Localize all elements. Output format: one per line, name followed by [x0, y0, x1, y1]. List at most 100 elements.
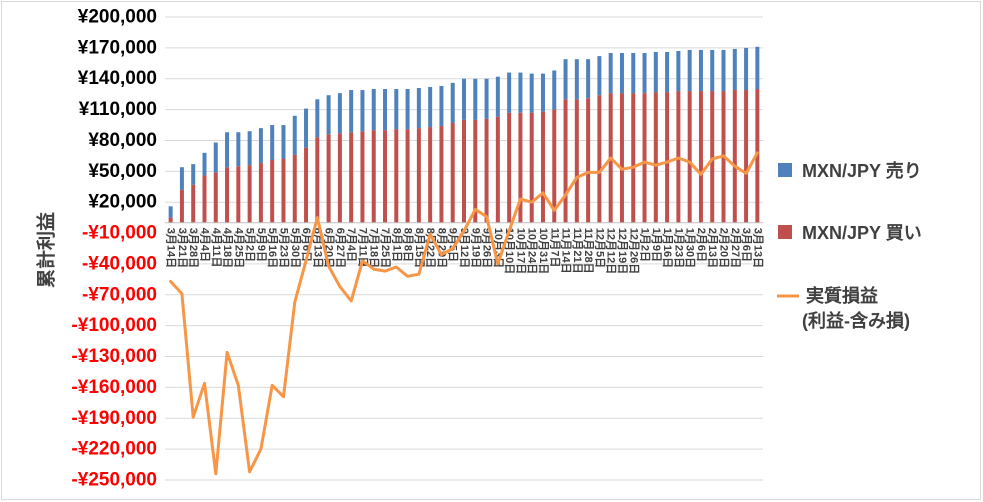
buy-bar-30: [495, 116, 500, 223]
x-tick-label-1: 3月14日: [165, 228, 178, 268]
sell-bar-25: [439, 85, 444, 127]
x-tick-label-20: 7月25日: [379, 228, 392, 268]
sell-bar-21: [394, 89, 399, 130]
buy-bar-52: [744, 90, 749, 223]
x-tick-label-5: 4月11日: [210, 228, 223, 268]
x-tick-label-25: 8月29日: [435, 228, 448, 268]
sell-bar-44: [653, 51, 658, 93]
sell-bar-42: [631, 53, 636, 94]
real-pnl-line: [169, 151, 759, 476]
sell-bar-7: [236, 132, 241, 167]
buy-bar-36: [563, 99, 568, 223]
buy-bar-25: [439, 126, 444, 223]
sell-bar-26: [450, 82, 455, 123]
x-tick-label-46: 1月23日: [672, 228, 685, 268]
y-axis-title: 累計利益: [35, 212, 58, 288]
sell-bar-35: [552, 70, 557, 110]
sell-bar-30: [495, 76, 500, 117]
x-tick-label-41: 12月19日: [616, 228, 629, 274]
sell-bar-14: [315, 99, 320, 138]
sell-bar-40: [608, 53, 613, 94]
buy-bar-34: [540, 111, 545, 223]
sell-bar-24: [428, 86, 433, 128]
buy-bar-31: [507, 112, 512, 223]
y-tick-label-5: ¥80,000: [88, 130, 157, 151]
y-tick-label-7: ¥20,000: [88, 192, 157, 213]
x-tick-label-7: 4月25日: [232, 228, 245, 268]
buy-bar-4: [202, 175, 207, 223]
sell-bar-49: [710, 49, 715, 92]
buy-bar-16: [337, 133, 342, 223]
x-tick-label-16: 6月27日: [334, 228, 347, 268]
buy-bar-19: [371, 130, 376, 223]
buy-bar-15: [326, 134, 331, 223]
buy-bar-8: [247, 165, 252, 223]
sell-bar-43: [642, 53, 647, 94]
x-tick-label-50: 2月20日: [718, 228, 731, 268]
sell-bar-50: [721, 49, 726, 92]
x-tick-label-31: 10月10日: [503, 228, 516, 274]
y-tick-label-10: -¥70,000: [82, 284, 157, 305]
buy-bar-49: [710, 91, 715, 223]
x-tick-label-33: 10月24日: [526, 228, 539, 274]
sell-bar-34: [540, 73, 545, 112]
buy-bar-6: [225, 167, 230, 223]
x-tick-label-22: 8月8日: [402, 228, 415, 262]
line-series: [169, 151, 759, 476]
sell-bar-46: [676, 50, 681, 92]
buy-bar-29: [484, 118, 489, 223]
x-tick-label-39: 12月5日: [593, 228, 606, 268]
buy-bar-51: [732, 90, 737, 223]
buy-bar-5: [213, 172, 218, 223]
y-tick-label-9: -¥40,000: [82, 253, 157, 274]
x-tick-label-17: 7月4日: [345, 228, 358, 262]
legend-label-real-pnl-sub: (利益-含み損): [802, 310, 910, 331]
x-tick-label-9: 5月9日: [255, 228, 268, 262]
sell-bar-27: [462, 78, 466, 120]
x-tick-label-52: 3月6日: [740, 228, 753, 262]
x-tick-label-10: 5月16日: [266, 228, 279, 268]
buy-bar-23: [416, 128, 421, 223]
sell-bar-10: [270, 125, 275, 161]
buy-bar-48: [698, 91, 703, 223]
sell-bar-5: [213, 142, 218, 173]
buy-bar-3: [191, 184, 196, 223]
sell-bar-32: [518, 72, 523, 113]
sell-bar-53: [755, 46, 760, 90]
sell-bar-19: [371, 89, 376, 131]
buy-bar-26: [450, 122, 455, 223]
sell-bar-13: [304, 108, 309, 148]
buy-bar-33: [529, 112, 534, 223]
x-tick-label-51: 2月27日: [729, 228, 742, 268]
x-tick-label-8: 5月2日: [244, 228, 257, 262]
sell-bar-18: [360, 90, 365, 132]
y-tick-label-2: ¥170,000: [78, 37, 157, 58]
sell-bar-38: [586, 59, 591, 99]
sell-bar-37: [574, 59, 579, 100]
sell-bar-4: [202, 152, 207, 176]
x-tick-label-26: 9月5日: [447, 228, 460, 262]
sell-bar-52: [744, 47, 749, 91]
sell-bar-8: [247, 131, 252, 166]
sell-bar-6: [225, 132, 230, 168]
y-tick-label-8: -¥10,000: [82, 223, 157, 244]
x-tick-label-38: 11月28日: [582, 228, 595, 274]
buy-bar-38: [586, 98, 591, 223]
x-tick-label-37: 11月21日: [571, 228, 584, 274]
y-tick-label-14: -¥190,000: [71, 408, 157, 429]
sell-bar-9: [258, 128, 263, 164]
legend-label-buy: MXN/JPY 買い: [802, 223, 922, 243]
x-tick-label-35: 11月7日: [548, 228, 561, 268]
x-tick-label-23: 8月15日: [413, 228, 426, 268]
x-tick-label-19: 7月18日: [368, 228, 381, 268]
buy-bar-17: [349, 132, 354, 223]
legend-label-real-pnl: 実質損益: [806, 285, 878, 306]
sell-bar-17: [349, 90, 354, 133]
sell-bar-28: [473, 78, 478, 120]
sell-bar-31: [507, 72, 512, 113]
x-tick-label-32: 10月17日: [514, 228, 527, 274]
sell-bar-16: [337, 93, 342, 134]
